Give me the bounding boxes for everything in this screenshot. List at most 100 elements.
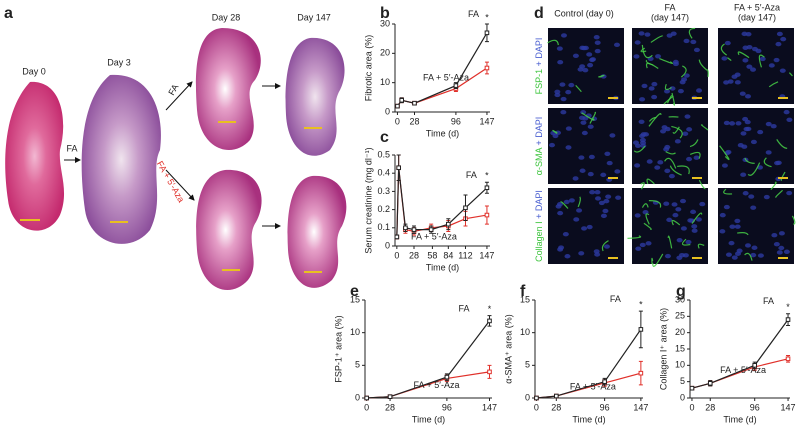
y-tick-label: 0.1 — [377, 222, 390, 232]
nucleus — [740, 131, 747, 136]
y-tick-label: 5 — [680, 376, 685, 386]
series-line — [396, 32, 488, 107]
nucleus — [683, 38, 690, 44]
arrow — [165, 169, 195, 201]
y-axis-label: Serum creatinine (mg dl⁻¹) — [363, 147, 373, 253]
nucleus — [565, 145, 572, 150]
nucleus — [696, 88, 703, 93]
x-tick-label: 112 — [458, 250, 472, 260]
panel-d: d Control (day 0) FA (day 147) FA + 5′-A… — [534, 2, 796, 267]
x-tick-label: 147 — [479, 116, 494, 126]
fiber — [744, 157, 755, 164]
nucleus — [557, 210, 564, 216]
nucleus — [588, 154, 595, 160]
nucleus — [663, 147, 670, 152]
nucleus — [783, 249, 790, 254]
nucleus — [609, 133, 616, 138]
x-tick-label: 28 — [551, 402, 561, 412]
nucleus — [734, 80, 741, 85]
x-tick-label: 0 — [534, 402, 539, 412]
nucleus — [750, 205, 757, 210]
fiber — [719, 145, 730, 161]
fiber — [688, 27, 696, 39]
nucleus — [668, 173, 675, 179]
nucleus — [741, 144, 748, 149]
nucleus — [586, 52, 593, 57]
fiber — [659, 58, 673, 64]
nucleus — [680, 226, 687, 231]
nucleus — [775, 41, 782, 47]
fiber — [700, 124, 709, 131]
y-tick-label: 15 — [675, 343, 685, 353]
fiber — [665, 151, 676, 155]
marker-name: α-SMA — [534, 148, 544, 176]
fiber — [552, 129, 558, 135]
series-line — [396, 167, 488, 237]
kidney-image — [195, 28, 261, 150]
arrow — [165, 81, 193, 111]
nucleus — [646, 159, 653, 164]
annotation: * — [488, 304, 492, 314]
x-tick-label: 96 — [600, 402, 610, 412]
fiber — [680, 65, 687, 78]
data-point — [487, 318, 492, 324]
nucleus — [600, 213, 607, 219]
nucleus — [654, 165, 661, 170]
nucleus — [638, 31, 645, 36]
fiber — [560, 201, 569, 209]
nucleus — [590, 57, 597, 62]
fiber — [667, 235, 673, 249]
marker-name: Collagen I — [534, 221, 544, 262]
nucleus — [639, 97, 646, 102]
nucleus — [578, 155, 585, 160]
fiber — [689, 139, 699, 148]
nucleus — [723, 80, 730, 85]
nucleus — [765, 150, 772, 155]
data-point — [602, 379, 607, 384]
nucleus — [578, 251, 585, 256]
nucleus — [744, 94, 751, 99]
nucleus — [582, 116, 589, 121]
nucleus — [660, 129, 667, 134]
fiber — [705, 69, 709, 78]
nucleus — [554, 89, 561, 94]
data-point — [752, 363, 758, 368]
nucleus — [751, 245, 758, 250]
nucleus — [577, 67, 584, 72]
x-tick-label: 28 — [385, 402, 395, 412]
series-line — [366, 320, 490, 399]
nucleus — [778, 231, 785, 236]
x-tick-label: 147 — [781, 402, 796, 412]
y-axis-label: Collagen I⁺ area (%) — [658, 308, 668, 390]
nucleus — [603, 244, 610, 249]
nucleus — [786, 117, 793, 122]
fiber — [671, 219, 681, 226]
series-label: FA — [466, 170, 477, 180]
panel-letter: c — [380, 129, 389, 146]
nucleus — [672, 61, 679, 67]
fiber — [744, 252, 753, 261]
x-tick-label: 28 — [409, 250, 419, 260]
nucleus — [645, 241, 652, 246]
nucleus — [745, 31, 752, 37]
stain-name: + DAPI — [534, 190, 544, 221]
data-point — [446, 221, 451, 227]
nucleus — [642, 209, 649, 215]
kidney-image — [196, 169, 262, 290]
fiber — [627, 235, 642, 239]
nucleus — [613, 42, 620, 48]
fiber — [648, 200, 662, 208]
data-point — [487, 369, 492, 375]
data-point — [785, 356, 791, 362]
nucleus — [674, 139, 681, 144]
fiber — [747, 162, 761, 176]
nucleus — [695, 217, 702, 222]
annotation: * — [639, 299, 643, 309]
y-tick-label: 10 — [380, 77, 390, 87]
panel-letter: f — [520, 283, 526, 300]
nucleus — [775, 160, 782, 166]
nucleus — [734, 251, 741, 256]
nucleus — [559, 82, 566, 87]
nucleus — [723, 204, 730, 210]
label: FA + 5′-Aza — [155, 159, 187, 204]
